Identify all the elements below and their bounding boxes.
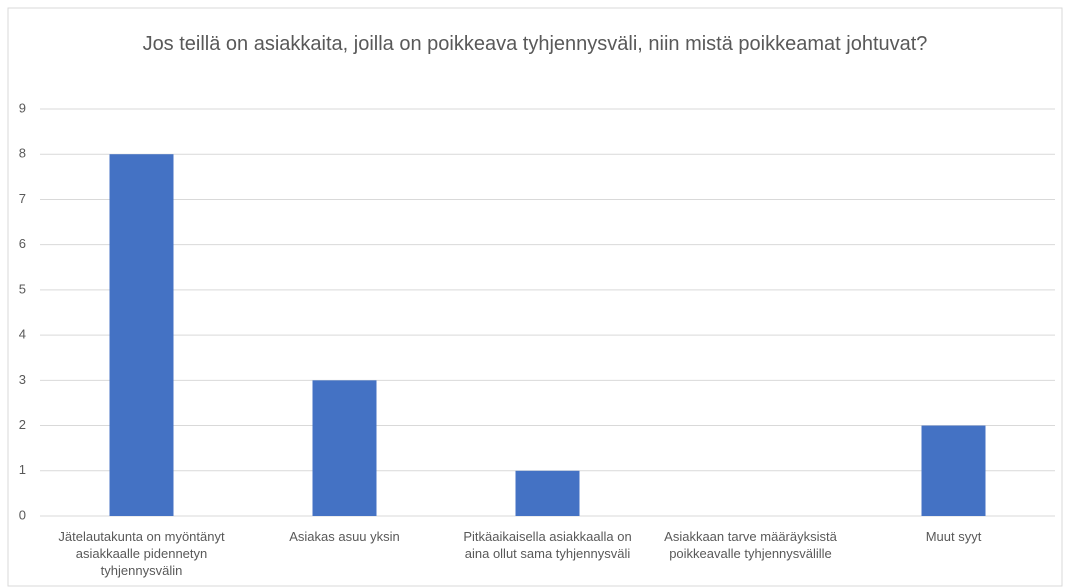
- x-tick-label: Asiakas asuu yksin: [289, 529, 400, 544]
- y-tick-label: 6: [19, 236, 26, 251]
- y-tick-label: 1: [19, 462, 26, 477]
- x-tick-label: Muut syyt: [925, 529, 982, 544]
- chart-title: Jos teillä on asiakkaita, joilla on poik…: [142, 33, 928, 55]
- x-tick-label: Jätelautakunta on myöntänyt asiakkaalle …: [58, 529, 225, 578]
- y-tick-label: 0: [19, 507, 26, 522]
- y-tick-label: 2: [19, 417, 26, 432]
- y-tick-label: 8: [19, 146, 26, 161]
- y-tick-label: 3: [19, 372, 26, 387]
- bar: [921, 425, 986, 516]
- chart-border: [7, 7, 1063, 587]
- bar: [312, 380, 377, 516]
- y-tick-label: 4: [19, 327, 26, 342]
- bar: [109, 154, 174, 516]
- bar: [515, 470, 580, 516]
- x-tick-label: Pitkäaikaisella asiakkaalla on aina ollu…: [463, 529, 632, 561]
- y-tick-label: 9: [19, 100, 26, 115]
- y-tick-label: 7: [19, 191, 26, 206]
- y-tick-label: 5: [19, 281, 26, 296]
- x-tick-label: Asiakkaan tarve määräyksistä poikkeavall…: [664, 529, 837, 561]
